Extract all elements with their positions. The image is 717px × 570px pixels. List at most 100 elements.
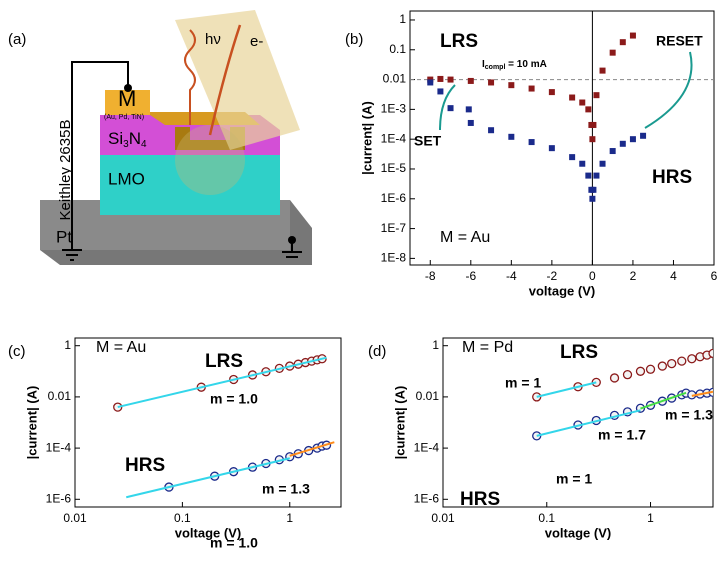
annotation: M = Au — [440, 229, 490, 246]
marker — [619, 140, 626, 147]
y-tick-label: 1E-4 — [46, 440, 72, 454]
fit-line — [126, 457, 290, 499]
marker — [667, 358, 677, 369]
x-tick-label: 4 — [670, 269, 677, 283]
marker — [687, 354, 697, 364]
annotation-part: = 10 mA — [505, 59, 546, 70]
y-tick-label: 0.01 — [48, 389, 72, 403]
marker — [622, 370, 633, 380]
x-axis-label: voltage (V) — [545, 525, 611, 540]
y-tick-label: 0.01 — [416, 389, 440, 403]
y-axis-label: |current| (A) — [359, 101, 374, 175]
x-tick-label: 0.01 — [431, 511, 455, 525]
panel-label: (a) — [8, 31, 26, 48]
oxide-label: LMO — [108, 169, 145, 188]
marker — [635, 366, 646, 376]
metal-pad — [105, 90, 150, 115]
fit-line — [117, 356, 327, 409]
y-tick-label: 1E-4 — [414, 440, 440, 454]
plot-area — [113, 354, 335, 499]
x-tick-label: -8 — [425, 269, 436, 283]
annotation: M = Pd — [462, 339, 513, 356]
annotation: RESET — [656, 33, 703, 49]
marker — [488, 127, 495, 134]
marker — [569, 94, 576, 101]
y-tick-label: 1E-4 — [381, 131, 407, 145]
metal-well — [175, 127, 245, 150]
marker — [528, 85, 535, 92]
y-tick-label: 1E-8 — [381, 251, 407, 265]
x-tick-label: -4 — [506, 269, 517, 283]
series-label: m = 1 — [556, 471, 592, 487]
y-tick-label: 0.1 — [389, 42, 406, 56]
marker — [437, 88, 444, 95]
x-tick-label: 0.1 — [174, 511, 191, 525]
y-tick-label: 1 — [432, 338, 439, 352]
series-label: m = 1.3 — [262, 481, 310, 497]
annotation: Icompl = 10 mA — [482, 59, 547, 71]
marker — [427, 79, 434, 86]
x-tick-label: 0 — [589, 269, 596, 283]
spot — [175, 125, 245, 195]
x-tick-label: -6 — [465, 269, 476, 283]
marker — [619, 39, 626, 46]
fit-line — [289, 441, 335, 457]
y-axis-label: |current| (A) — [392, 386, 407, 460]
panel-label: (b) — [345, 31, 363, 48]
plot-frame — [409, 10, 715, 266]
photon-label: hν — [205, 31, 221, 48]
x-tick-label: -2 — [547, 269, 558, 283]
marker — [593, 92, 600, 99]
photon-arrow — [184, 29, 196, 125]
marker — [447, 105, 454, 112]
x-axis-label: voltage (V) — [529, 283, 595, 298]
series-label: HRS — [125, 455, 165, 476]
y-axis-label: |current| (A) — [24, 386, 39, 460]
arrow — [644, 51, 693, 129]
y-tick-label: 1E-5 — [381, 161, 407, 175]
schematic: (a) Keithley 2635B M (Au, Pd, TiN) Si3N4… — [8, 10, 312, 265]
y-tick-label: 1E-6 — [414, 491, 440, 505]
insulator-label: Si3N4 — [108, 129, 147, 149]
marker — [629, 32, 636, 39]
marker — [579, 99, 586, 106]
plot-area — [427, 32, 647, 202]
marker — [599, 160, 606, 167]
marker — [447, 76, 454, 83]
annotation: M = Au — [96, 339, 146, 356]
series-label: LRS — [560, 342, 598, 363]
x-tick-label: 2 — [630, 269, 637, 283]
metal-options: (Au, Pd, TiN) — [104, 114, 144, 121]
y-tick-label: 0.01 — [383, 72, 407, 86]
annotation-part: I — [482, 59, 485, 70]
x-axis-label: voltage (V) — [175, 525, 241, 540]
y-tick-label: 1E-3 — [381, 102, 407, 116]
y-tick-label: 1E-6 — [381, 191, 407, 205]
marker — [589, 195, 596, 202]
marker — [609, 148, 616, 155]
marker — [548, 145, 555, 152]
arrow — [439, 84, 456, 131]
series-label: HRS — [652, 167, 692, 188]
x-tick-label: 0.1 — [538, 511, 555, 525]
marker — [569, 154, 576, 161]
y-tick-label: 1E-7 — [381, 221, 407, 235]
series-label: m = 1.7 — [598, 427, 646, 443]
electron-label: e- — [250, 33, 263, 50]
marker — [579, 160, 586, 167]
series-label: m = 1.3 — [665, 407, 713, 423]
fit-line — [536, 381, 597, 398]
marker — [467, 119, 474, 126]
series-label: m = 1.0 — [210, 535, 258, 551]
contact — [124, 84, 132, 92]
marker — [465, 106, 472, 113]
marker — [589, 136, 596, 143]
panel-label: (c) — [8, 343, 26, 360]
marker — [599, 67, 606, 74]
marker — [437, 75, 444, 82]
marker — [677, 356, 687, 366]
marker — [657, 361, 668, 371]
marker — [585, 172, 592, 179]
series-label: HRS — [460, 489, 500, 510]
